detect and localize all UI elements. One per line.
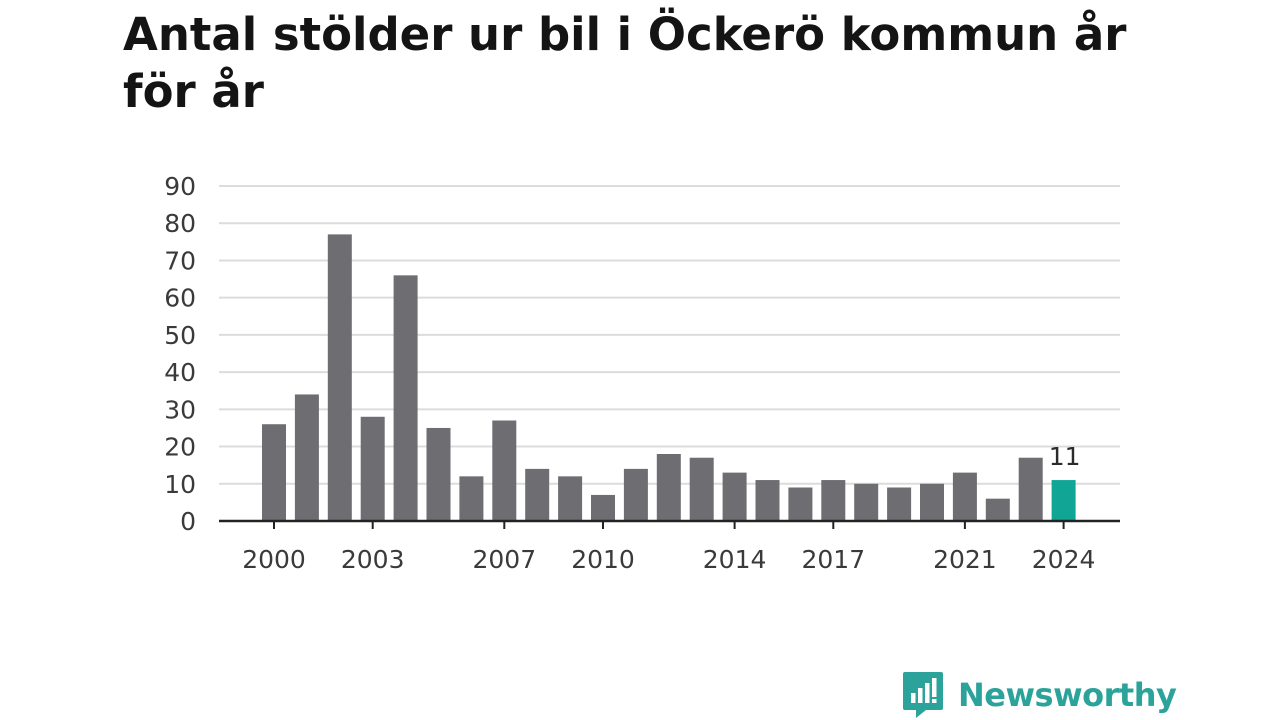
y-tick-label: 40 (164, 358, 196, 387)
newsworthy-wordmark: Newsworthy (958, 676, 1177, 714)
y-tick-label: 60 (164, 284, 196, 313)
bar (788, 487, 813, 521)
bar (952, 472, 977, 521)
bar (426, 427, 451, 521)
x-tick-label: 2024 (1032, 545, 1096, 574)
y-tick-label: 80 (164, 209, 196, 238)
bar (689, 457, 714, 521)
bar (623, 468, 648, 521)
bar (492, 420, 517, 521)
data-label: 11 (1049, 442, 1081, 471)
bar (459, 476, 484, 521)
bar-highlight (1051, 480, 1076, 521)
bar (985, 498, 1010, 521)
bar (920, 483, 944, 521)
y-tick-label: 70 (164, 246, 196, 275)
bar (294, 394, 319, 521)
bar (656, 454, 681, 521)
y-tick-label: 50 (164, 321, 196, 350)
bar (327, 234, 352, 521)
y-tick-label: 90 (164, 172, 196, 201)
bar (262, 424, 286, 521)
newsworthy-logo-icon (903, 672, 943, 718)
x-tick-label: 2007 (472, 545, 536, 574)
bar (393, 275, 418, 521)
x-tick-label: 2003 (341, 545, 405, 574)
x-tick-label: 2014 (703, 545, 767, 574)
y-tick-label: 10 (164, 470, 196, 499)
y-tick-label: 0 (180, 507, 196, 536)
bar (525, 468, 550, 521)
bar (854, 483, 879, 521)
x-tick-label: 2017 (801, 545, 865, 574)
bar (591, 494, 615, 521)
x-tick-label: 2000 (242, 545, 306, 574)
newsworthy-logo: Newsworthy (902, 671, 1177, 719)
chart-title: Antal stölder ur bil i Öckerö kommun år … (123, 8, 1127, 118)
x-tick-label: 2010 (571, 545, 635, 574)
x-tick-label: 2021 (933, 545, 997, 574)
bar (360, 416, 385, 521)
y-tick-label: 20 (164, 433, 196, 462)
bar (722, 472, 747, 521)
bar (887, 487, 912, 521)
bar (821, 480, 846, 521)
bar (558, 476, 583, 521)
bar (1018, 457, 1043, 521)
bar (755, 480, 780, 521)
y-tick-label: 30 (164, 395, 196, 424)
